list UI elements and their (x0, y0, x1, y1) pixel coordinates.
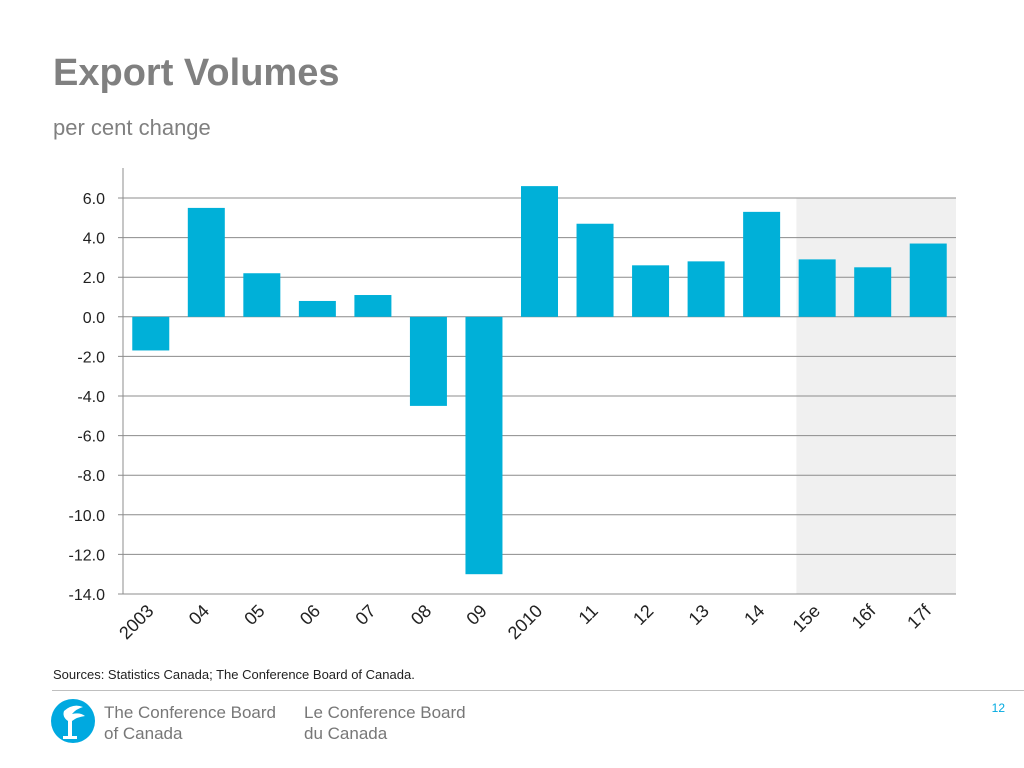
x-tick-label: 06 (296, 601, 324, 629)
y-tick-label: 0.0 (83, 310, 105, 327)
page-number: 12 (991, 701, 1005, 715)
x-tick-label: 07 (351, 601, 379, 629)
org-name-english: The Conference Board of Canada (104, 702, 276, 744)
bar-12 (632, 265, 670, 317)
org-name-english-line2: of Canada (104, 724, 183, 743)
bar-07 (354, 295, 392, 317)
x-tick-label: 04 (185, 601, 213, 629)
bar-08 (409, 316, 447, 406)
y-tick-label: -10.0 (69, 508, 106, 525)
x-tick-label: 05 (240, 601, 268, 629)
footer-divider (52, 690, 1024, 691)
bar-15e (798, 259, 836, 317)
slide-title: Export Volumes (53, 52, 340, 94)
bar-16f (854, 267, 892, 317)
x-tick-label: 15e (789, 601, 824, 636)
x-tick-label: 13 (685, 601, 713, 629)
export-volumes-chart: 6.0 4.0 2.0 0.0 -2.0 -4.0 -6.0 -8.0 -10.0 -12.0 -1… (69, 168, 956, 643)
y-tick-label: -8.0 (77, 468, 105, 485)
bar-04 (187, 207, 225, 317)
x-tick-label: 16f (848, 600, 881, 633)
bar-2010 (521, 186, 558, 317)
y-tick-label: -12.0 (69, 547, 106, 564)
sources-note: Sources: Statistics Canada; The Conferen… (53, 667, 415, 682)
bar-14 (743, 211, 781, 317)
bar-2003 (132, 316, 170, 351)
x-tick-label: 11 (575, 601, 602, 628)
bar-06 (298, 300, 336, 317)
x-tick-label: 12 (629, 601, 657, 629)
slide-subtitle: per cent change (53, 115, 211, 140)
conference-board-logo-icon (51, 699, 95, 743)
y-tick-label: -2.0 (77, 349, 105, 366)
bar-05 (243, 273, 281, 317)
org-name-french-line2: du Canada (304, 724, 388, 743)
x-tick-label: 09 (462, 601, 490, 629)
y-tick-label: -6.0 (77, 429, 105, 446)
x-tick-label: 2003 (115, 601, 157, 643)
y-tick-label: 4.0 (83, 231, 105, 248)
org-name-french: Le Conference Board du Canada (304, 702, 466, 744)
org-name-french-line1: Le Conference Board (304, 703, 466, 722)
x-tick-label: 2010 (504, 601, 546, 643)
x-tick-label: 14 (740, 601, 768, 629)
bar-13 (687, 261, 725, 317)
y-tick-label: 6.0 (83, 191, 105, 208)
bar-11 (576, 223, 614, 317)
org-name-english-line1: The Conference Board (104, 703, 276, 722)
bar-17f (909, 243, 947, 317)
y-tick-label: -4.0 (77, 389, 105, 406)
x-tick-label: 17f (903, 600, 936, 633)
x-tick-label: 08 (407, 601, 435, 629)
y-tick-label: -14.0 (69, 587, 106, 604)
y-tick-label: 2.0 (83, 270, 105, 287)
bar-09 (465, 316, 503, 575)
